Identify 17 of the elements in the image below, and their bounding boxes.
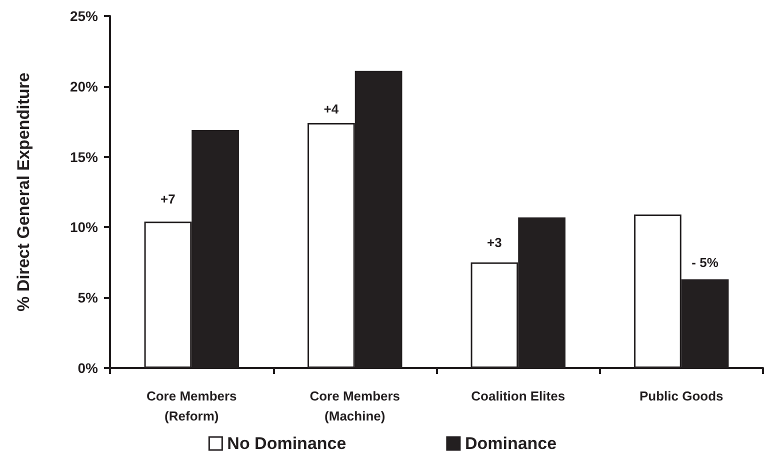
y-tick-label: 25% (70, 8, 99, 24)
x-tick-label: Coalition Elites (471, 388, 566, 404)
annotation: +3 (487, 235, 502, 250)
annotation: +7 (160, 192, 176, 207)
x-tick-label: Public Goods (639, 388, 724, 404)
legend-label: Dominance (464, 434, 557, 453)
y-tick-label: 20% (70, 78, 99, 94)
x-tick-label: Core Members (Reform) (146, 388, 237, 424)
y-tick-label: 0% (78, 360, 99, 376)
y-axis-title: % Direct General Expenditure (14, 72, 33, 312)
annotation: +4 (324, 101, 340, 116)
x-tick-label: Core Members (Machine) (310, 388, 400, 424)
annotation: - 5% (692, 254, 719, 270)
legend-label: No Dominance (227, 434, 346, 453)
y-tick-label: 5% (78, 290, 99, 306)
y-tick-label: 10% (70, 219, 99, 236)
y-tick-label: 15% (70, 148, 99, 165)
